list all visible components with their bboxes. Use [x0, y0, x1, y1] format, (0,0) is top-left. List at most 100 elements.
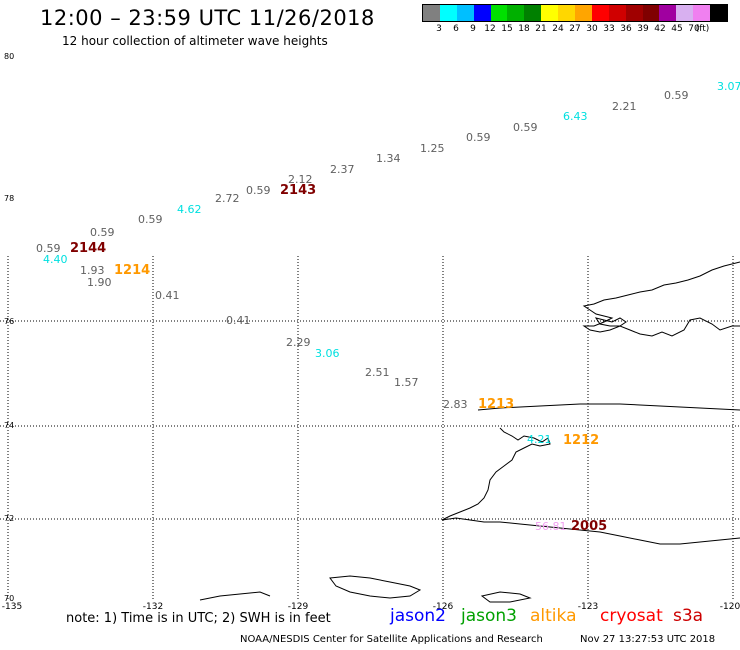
lon-label: -129 [288, 602, 309, 612]
color-scale-label: 24 [552, 24, 564, 34]
latitude-labels: 80 78 76 74 72 70 [4, 52, 14, 603]
lon-label: -132 [143, 602, 163, 612]
color-swatch [541, 5, 559, 21]
color-swatch [659, 5, 677, 21]
swh-label: 56.81 [535, 520, 567, 533]
color-swatch [558, 5, 576, 21]
swh-label: 1.34 [376, 152, 401, 165]
swh-values: 3.07 0.59 2.21 6.43 0.59 0.59 1.25 1.34 … [36, 80, 740, 533]
color-swatch [676, 5, 694, 21]
lat-label: 76 [4, 317, 14, 326]
generated-timestamp: Nov 27 13:27:53 UTC 2018 [580, 634, 716, 645]
swh-label: 2.29 [286, 336, 311, 349]
color-swatch [575, 5, 592, 21]
swh-label: 0.41 [226, 314, 251, 327]
color-scale-legend: 3 6 9 12 15 18 21 24 27 30 33 36 39 42 45 70 (ft) [422, 4, 728, 34]
color-swatch [473, 5, 491, 21]
color-scale-label: 39 [637, 24, 649, 34]
swh-label: 3.06 [315, 347, 340, 360]
color-swatch [423, 5, 440, 21]
color-swatch [608, 5, 626, 21]
lat-label: 72 [4, 514, 14, 523]
southern-coast [199, 591, 271, 601]
color-swatch [507, 5, 525, 21]
color-swatch [591, 5, 609, 21]
banks-island-inlet [594, 317, 627, 327]
southern-island-east [480, 591, 532, 603]
time-label: 2005 [571, 519, 607, 534]
color-swatch [625, 5, 643, 21]
swh-label: 1.90 [87, 276, 112, 289]
color-scale-labels: 3 6 9 12 15 18 21 24 27 30 33 36 39 42 45 70 (ft) [422, 24, 728, 36]
swh-label: 0.41 [155, 289, 180, 302]
sat-label-s3a: s3a [673, 606, 704, 626]
color-scale-label: 9 [470, 24, 476, 34]
sat-label-altika: altika [530, 606, 577, 626]
color-swatch [490, 5, 508, 21]
credit-line: NOAA/NESDIS Center for Satellite Applica… [240, 634, 543, 645]
swh-label: 0.59 [90, 226, 115, 239]
map-title: 12:00 – 23:59 UTC 11/26/2018 [40, 6, 375, 30]
swh-label: 2.83 [443, 398, 468, 411]
time-label: 1214 [114, 263, 150, 278]
southern-island [329, 575, 422, 599]
color-scale-label: 33 [603, 24, 615, 34]
swh-label: 0.59 [513, 121, 538, 134]
swh-label: 2.12 [288, 173, 313, 186]
lat-label: 74 [4, 421, 14, 430]
lat-lon-grid [0, 256, 740, 600]
longitude-labels: -135 -132 -129 -126 -123 -120 [2, 602, 740, 612]
color-scale-label: 36 [620, 24, 632, 34]
swh-label: 0.59 [246, 184, 271, 197]
swh-label: 0.59 [36, 242, 61, 255]
swh-label: 3.07 [717, 80, 740, 93]
color-scale-label: 21 [535, 24, 547, 34]
color-swatch [524, 5, 542, 21]
swh-label: 4.40 [43, 253, 68, 266]
lat-label: 70 [4, 594, 14, 603]
swh-label: 4.62 [177, 203, 202, 216]
mackenzie-delta-coast [441, 427, 551, 521]
lon-label: -120 [720, 602, 740, 612]
time-label: 2144 [70, 241, 106, 256]
color-scale-label: 45 [671, 24, 683, 34]
color-scale-label: 27 [569, 24, 581, 34]
swh-label: 1.25 [420, 142, 445, 155]
swh-label: 2.51 [365, 366, 390, 379]
swh-label: 2.21 [612, 100, 637, 113]
lon-label: -126 [433, 602, 454, 612]
lon-label: -135 [2, 602, 22, 612]
swh-label: 1.57 [394, 376, 419, 389]
color-scale-label: 42 [654, 24, 666, 34]
units-note: note: 1) Time is in UTC; 2) SWH is in fe… [66, 611, 331, 626]
sat-label-jason3: jason3 [461, 606, 517, 626]
swh-label: 0.59 [664, 89, 689, 102]
sat-label-cryosat: cryosat [600, 606, 663, 626]
time-label: 1213 [478, 397, 514, 412]
swh-label: 4.21 [527, 433, 552, 446]
amundsen-gulf-coast [477, 403, 740, 411]
sat-label-jason2: jason2 [390, 606, 446, 626]
color-scale-label: 70 [688, 24, 700, 34]
color-swatch [693, 5, 711, 21]
swh-label: 2.37 [330, 163, 355, 176]
color-scale-swatches [422, 4, 728, 22]
color-scale-label: 12 [484, 24, 496, 34]
alaska-north-slope-coast [441, 517, 740, 545]
coastline [199, 261, 740, 603]
swh-label: 2.72 [215, 192, 240, 205]
time-label: 2143 [280, 183, 316, 198]
swh-label: 6.43 [563, 110, 588, 123]
swh-label: 0.59 [138, 213, 163, 226]
color-scale-label: 30 [586, 24, 598, 34]
color-swatch [710, 5, 728, 21]
swh-label: 1.93 [80, 264, 105, 277]
pass-times: 2143 2144 1214 1213 1212 2005 [70, 183, 607, 534]
banks-island-coast [582, 261, 740, 337]
lat-label: 80 [4, 52, 14, 61]
color-swatch [456, 5, 474, 21]
color-scale-label: 18 [518, 24, 530, 34]
color-scale-label: 3 [436, 24, 442, 34]
color-scale-label: 6 [453, 24, 459, 34]
